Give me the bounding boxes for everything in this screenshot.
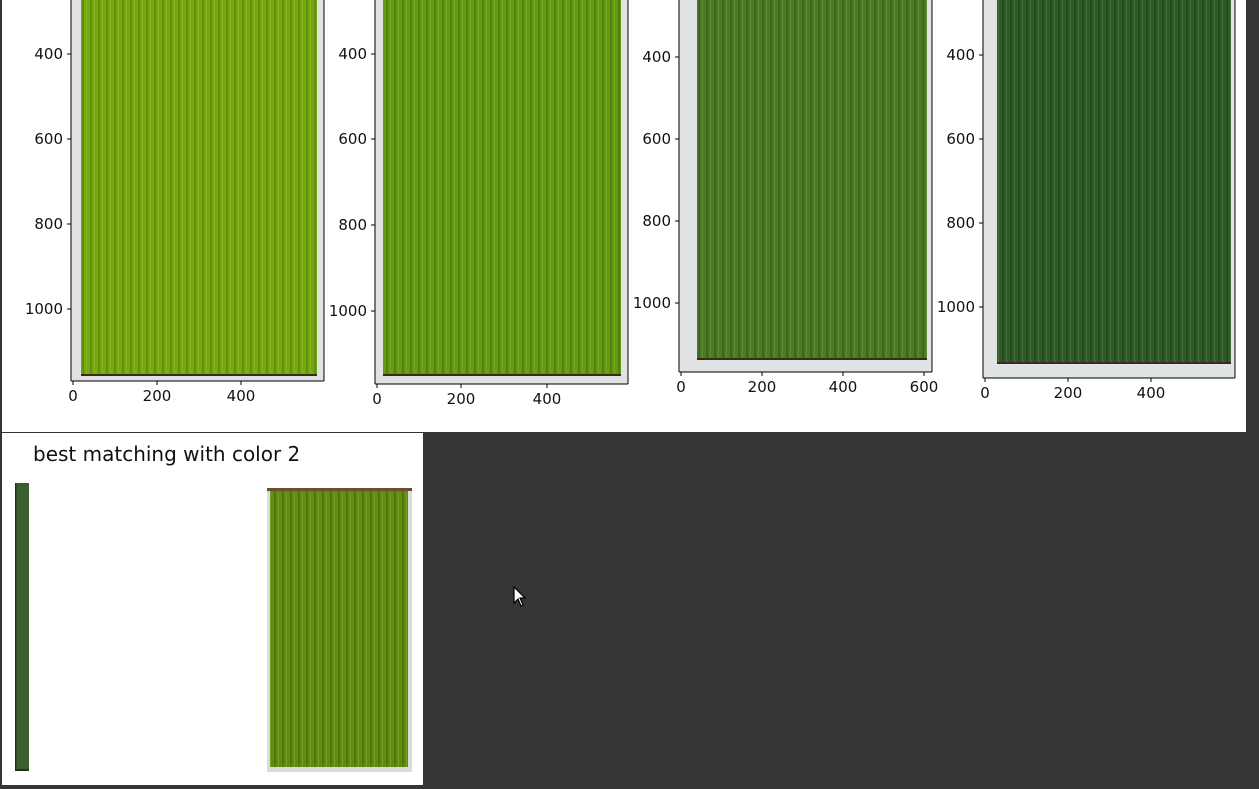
match-image-top-edge	[267, 488, 412, 491]
y-tick-label: 400	[642, 48, 671, 66]
y-tick-label: 600	[338, 130, 367, 148]
y-tick-label: 800	[34, 215, 63, 233]
subplot-1: 400 600 800 1000 0 200 400	[25, 0, 325, 405]
mouse-pointer-icon	[513, 585, 527, 612]
leaf-image-bottom-edge	[697, 358, 927, 360]
y-tick-label: 1000	[633, 294, 671, 312]
x-tick-label: 0	[68, 387, 78, 405]
subplot-figure: 400 600 800 1000 0 200 400 400 600 800 1000 0 200 40…	[2, 0, 1246, 432]
x-tick-label: 600	[910, 378, 939, 396]
y-tick-label: 800	[642, 212, 671, 230]
best-match-color-swatch	[15, 483, 29, 771]
y-tick-label: 800	[946, 214, 975, 232]
leaf-image-ribs	[697, 0, 927, 360]
y-tick-label: 400	[338, 45, 367, 63]
y-tick-label: 600	[946, 130, 975, 148]
leaf-image-ribs	[997, 0, 1231, 364]
y-tick-label: 1000	[25, 300, 63, 318]
x-tick-label: 200	[143, 387, 172, 405]
x-tick-label: 0	[372, 390, 382, 408]
leaf-image-bottom-edge	[997, 362, 1231, 364]
x-tick-label: 200	[1054, 384, 1083, 402]
subplot-2: 400 600 800 1000 0 200 400	[329, 0, 629, 408]
x-tick-label: 400	[1137, 384, 1166, 402]
x-tick-label: 400	[533, 390, 562, 408]
subplot-4: 400 600 800 1000 0 200 400	[937, 0, 1236, 402]
x-tick-label: 200	[447, 390, 476, 408]
result-canvas	[15, 483, 412, 772]
x-tick-label: 0	[980, 384, 990, 402]
subplot-3: 400 600 800 1000 0 200 400 600	[633, 0, 939, 396]
x-tick-label: 400	[829, 378, 858, 396]
y-tick-label: 400	[946, 46, 975, 64]
x-tick-label: 400	[227, 387, 256, 405]
y-tick-label: 1000	[329, 302, 367, 320]
result-title: best matching with color 2	[33, 442, 301, 466]
swatch-bottom-edge	[15, 769, 29, 771]
leaf-image-bottom-edge	[81, 374, 317, 376]
y-tick-label: 1000	[937, 298, 975, 316]
best-match-image	[267, 488, 412, 772]
match-image-ribs	[270, 491, 408, 767]
y-tick-label: 600	[34, 130, 63, 148]
x-tick-label: 200	[748, 378, 777, 396]
leaf-image-ribs	[383, 0, 621, 376]
x-tick-label: 0	[676, 378, 686, 396]
result-figure: best matching with color 2	[2, 433, 423, 785]
y-tick-label: 400	[34, 45, 63, 63]
y-tick-label: 800	[338, 216, 367, 234]
swatch-left-edge	[15, 483, 17, 771]
y-tick-label: 600	[642, 130, 671, 148]
leaf-image-bottom-edge	[383, 374, 621, 376]
leaf-image-ribs	[81, 0, 317, 376]
